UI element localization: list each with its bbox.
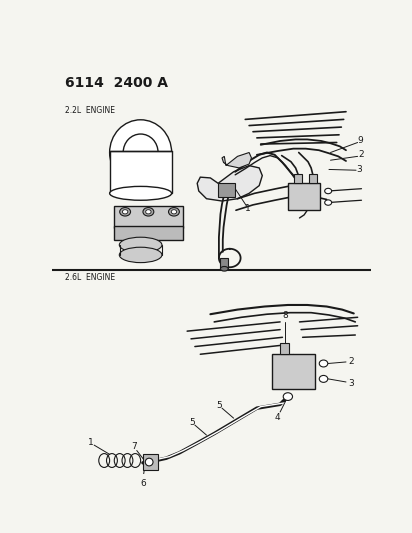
- Ellipse shape: [110, 120, 172, 185]
- Text: 6114  2400 A: 6114 2400 A: [66, 76, 169, 90]
- Ellipse shape: [123, 134, 158, 171]
- Ellipse shape: [143, 207, 154, 216]
- Ellipse shape: [319, 360, 328, 367]
- Text: 2: 2: [358, 150, 363, 159]
- Ellipse shape: [169, 207, 179, 216]
- Ellipse shape: [146, 209, 151, 214]
- Bar: [272, 354, 315, 389]
- Text: 9: 9: [358, 136, 364, 146]
- Ellipse shape: [220, 266, 228, 271]
- Bar: [288, 183, 321, 210]
- Text: 3: 3: [356, 165, 362, 174]
- Text: 2: 2: [349, 358, 354, 367]
- Text: 7: 7: [131, 442, 137, 451]
- Bar: [113, 225, 183, 239]
- Text: 5: 5: [216, 401, 222, 409]
- Bar: [294, 174, 302, 183]
- Ellipse shape: [110, 187, 172, 200]
- Ellipse shape: [119, 237, 162, 253]
- Ellipse shape: [120, 207, 131, 216]
- Bar: [280, 343, 289, 354]
- Bar: [309, 174, 316, 183]
- Text: 2.2L  ENGINE: 2.2L ENGINE: [66, 106, 115, 115]
- Text: 4: 4: [275, 413, 281, 422]
- Polygon shape: [222, 152, 251, 168]
- Text: 1: 1: [88, 438, 94, 447]
- Text: 5: 5: [189, 417, 194, 426]
- Text: 3: 3: [349, 379, 354, 388]
- Bar: [218, 183, 235, 197]
- Ellipse shape: [325, 188, 332, 193]
- Ellipse shape: [319, 375, 328, 382]
- Text: 2.6L  ENGINE: 2.6L ENGINE: [66, 273, 116, 282]
- Text: 8: 8: [282, 311, 288, 320]
- Ellipse shape: [145, 458, 153, 466]
- Text: 1: 1: [245, 204, 250, 213]
- Polygon shape: [197, 166, 262, 201]
- Bar: [220, 258, 228, 269]
- Ellipse shape: [122, 209, 128, 214]
- Ellipse shape: [283, 393, 293, 400]
- Text: 6: 6: [140, 479, 146, 488]
- Bar: [143, 454, 159, 470]
- Ellipse shape: [325, 200, 332, 205]
- Ellipse shape: [119, 247, 162, 263]
- FancyBboxPatch shape: [110, 151, 172, 193]
- Bar: [113, 206, 183, 228]
- Ellipse shape: [171, 209, 177, 214]
